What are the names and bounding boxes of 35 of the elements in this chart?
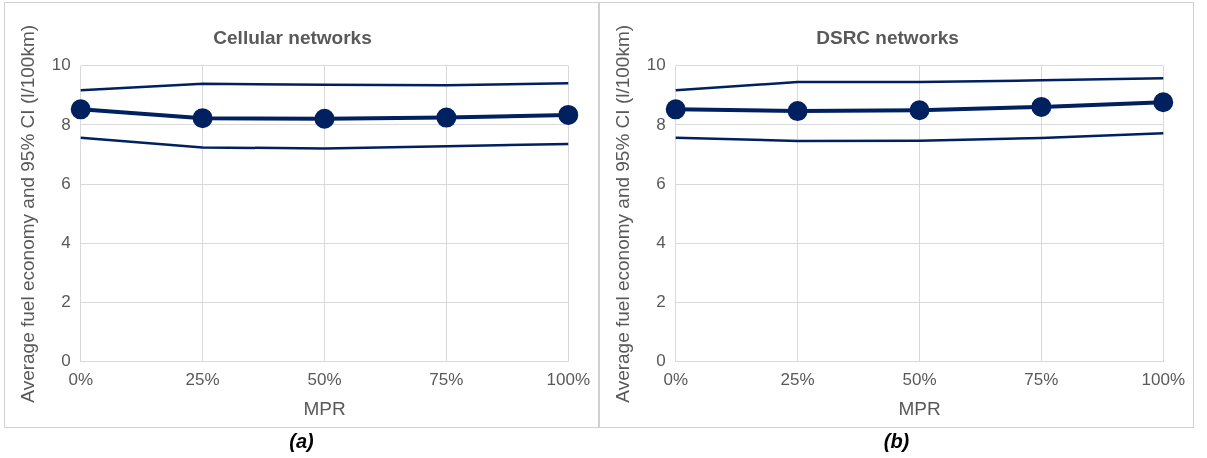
x-axis-title: MPR	[898, 397, 941, 419]
chart-title: DSRC networks	[816, 26, 959, 48]
point	[436, 107, 457, 128]
y-tick-label: 4	[61, 233, 71, 253]
x-tick-label: 25%	[780, 369, 815, 389]
y-tick-label: 2	[656, 292, 666, 312]
point	[70, 99, 91, 120]
text: (a)	[288, 429, 315, 454]
y-tick-label: 8	[61, 114, 71, 134]
x-tick-label: 75%	[429, 369, 464, 389]
y-tick-label: 10	[646, 55, 666, 75]
x-tick-label: 0%	[68, 369, 93, 389]
x-tick-label: 50%	[902, 369, 937, 389]
x-tick-label: 0%	[663, 369, 688, 389]
y-tick-label: 6	[61, 173, 71, 193]
y-tick-label: 6	[656, 173, 666, 193]
point	[314, 108, 335, 129]
y-tick-label: 10	[51, 55, 71, 75]
x-tick-label: 100%	[546, 369, 590, 389]
x-tick-label: 75%	[1024, 369, 1059, 389]
y-axis-title: Average fuel economy and 95% CI (l/100km)	[611, 24, 633, 403]
text: (b)	[882, 429, 911, 454]
x-tick-label: 50%	[307, 369, 342, 389]
point	[558, 104, 579, 125]
y-tick-label: 8	[656, 114, 666, 134]
y-axis-title: Average fuel economy and 95% CI (l/100km)	[16, 24, 38, 403]
y-tick-label: 0	[61, 351, 71, 371]
x-tick-label: 100%	[1141, 369, 1185, 389]
y-tick-label: 0	[656, 351, 666, 371]
y-tick-label: 4	[656, 233, 666, 253]
chart-title: Cellular networks	[213, 26, 372, 48]
x-tick-label: 25%	[185, 369, 220, 389]
y-tick-label: 2	[61, 292, 71, 312]
point	[192, 108, 213, 129]
x-axis-title: MPR	[303, 397, 346, 419]
